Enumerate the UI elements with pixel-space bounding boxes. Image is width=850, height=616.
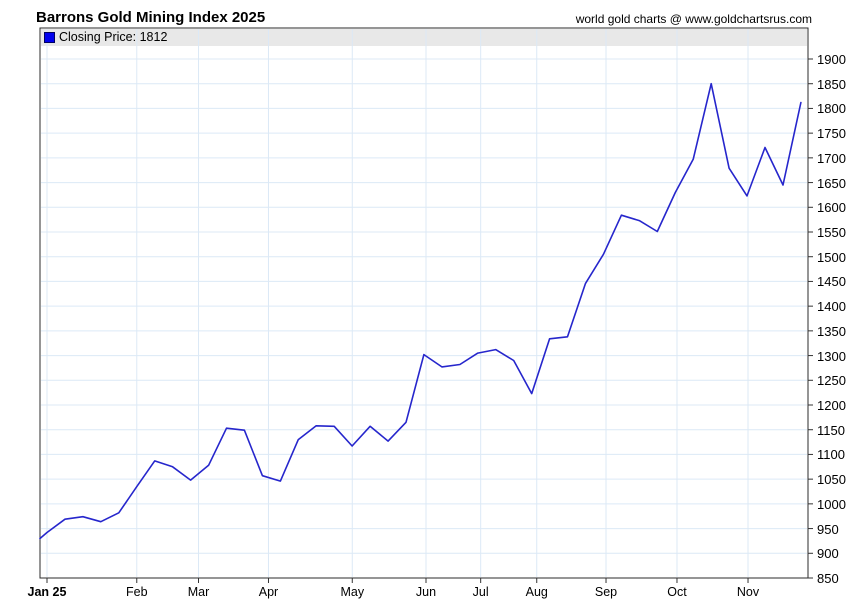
y-axis-label: 1850 — [817, 76, 846, 92]
watermark-credit: world gold charts @ www.goldchartsrus.co… — [575, 12, 812, 26]
y-axis-label: 1800 — [817, 101, 846, 117]
y-axis-label: 1250 — [817, 373, 846, 389]
y-axis-label: 1200 — [817, 398, 846, 413]
legend-color-swatch-icon — [44, 32, 55, 43]
x-axis-label: Mar — [187, 585, 210, 599]
x-axis-label: Feb — [125, 585, 148, 599]
closing-price-line — [39, 82, 802, 540]
y-axis-label: 850 — [817, 571, 839, 586]
x-axis-label: Jan 25 — [27, 585, 67, 599]
y-axis-label: 1650 — [817, 175, 846, 191]
y-axis-label: 1550 — [817, 225, 846, 240]
plot-border — [39, 27, 809, 579]
y-axis-label: 1400 — [817, 299, 846, 315]
y-axis-label: 1600 — [817, 200, 846, 216]
y-axis-label: 950 — [817, 521, 839, 537]
x-axis-label: Oct — [667, 585, 687, 599]
x-axis-label: Jun — [415, 585, 437, 599]
y-axis-label: 1350 — [817, 323, 846, 339]
y-axis-label: 1050 — [817, 472, 846, 488]
legend-strip-bg — [41, 29, 807, 46]
y-axis-label: 1300 — [817, 348, 846, 364]
x-axis-label: Nov — [736, 585, 760, 599]
y-axis-label: 1150 — [817, 422, 845, 438]
x-axis-label: May — [340, 585, 365, 599]
y-axis-label: 1500 — [817, 249, 846, 265]
y-axis-label: 1700 — [817, 150, 846, 166]
y-axis-label: 900 — [817, 546, 839, 562]
x-axis-label: Jul — [472, 585, 489, 599]
x-axis-label: Sep — [594, 585, 618, 599]
x-axis-label: Apr — [258, 585, 279, 599]
y-axis-label: 1750 — [817, 126, 846, 142]
y-axis-label: 1450 — [817, 274, 846, 290]
chart-title: Barrons Gold Mining Index 2025 — [36, 9, 266, 26]
legend-label: Closing Price: 1812 — [59, 30, 168, 44]
y-axis-label: 1100 — [817, 447, 845, 463]
y-axis-label: 1000 — [817, 496, 846, 512]
y-axis-label: 1900 — [817, 52, 846, 67]
x-axis-label: Aug — [525, 585, 548, 599]
